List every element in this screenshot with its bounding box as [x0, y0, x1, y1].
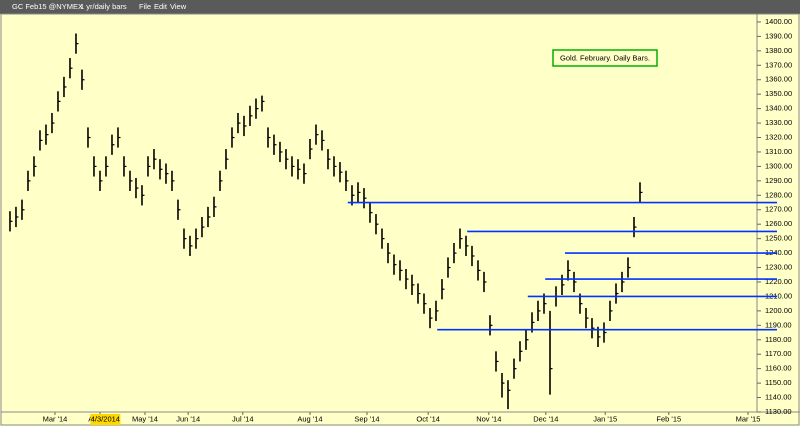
y-tick-label: 1180.00: [765, 335, 792, 344]
y-tick-label: 1380.00: [765, 46, 792, 55]
y-tick-label: 1150.00: [765, 378, 792, 387]
menu-view[interactable]: View: [170, 2, 187, 11]
period-menu[interactable]: 1 yr/daily bars: [80, 2, 127, 11]
x-tick-label: Jun '14: [176, 414, 200, 423]
frame: [0, 13, 800, 426]
y-tick-label: 1340.00: [765, 104, 792, 113]
y-tick-label: 1320.00: [765, 133, 792, 142]
y-tick-label: 1130.00: [765, 407, 792, 416]
y-tick-label: 1230.00: [765, 263, 792, 272]
x-tick-label: Jan '15: [593, 414, 617, 423]
y-tick-label: 1400.00: [765, 17, 792, 26]
y-tick-label: 1170.00: [765, 349, 792, 358]
y-tick-label: 1310.00: [765, 147, 792, 156]
x-tick-label: Oct '14: [416, 414, 440, 423]
cursor-label: 4/3/2014: [91, 414, 120, 423]
x-tick-label: May '14: [132, 414, 158, 423]
annotation-box: [552, 49, 658, 67]
menu-edit[interactable]: Edit: [154, 2, 168, 11]
y-tick-label: 1350.00: [765, 89, 792, 98]
symbol-menu[interactable]: GC Feb15 @NYMEX: [12, 2, 83, 11]
y-tick-label: 1160.00: [765, 364, 792, 373]
x-tick-label: Feb '15: [656, 414, 681, 423]
y-tick-label: 1390.00: [765, 31, 792, 40]
toolbar: [0, 0, 800, 14]
x-tick-label: Nov '14: [476, 414, 501, 423]
annotation: Gold. February. Daily Bars.: [560, 53, 650, 62]
menu-file[interactable]: File: [139, 2, 151, 11]
y-tick-label: 1240.00: [765, 248, 792, 257]
x-tick-label: Aug '14: [297, 414, 322, 423]
y-tick-label: 1280.00: [765, 190, 792, 199]
y-tick-label: 1250.00: [765, 234, 792, 243]
x-tick-label: Dec '14: [533, 414, 558, 423]
cursor-label-bg: [90, 414, 121, 425]
y-tick-label: 1200.00: [765, 306, 792, 315]
x-tick-label: Sep '14: [354, 414, 379, 423]
y-tick-label: 1360.00: [765, 75, 792, 84]
y-tick-label: 1330.00: [765, 118, 792, 127]
y-tick-label: 1210.00: [765, 291, 792, 300]
y-tick-label: 1370.00: [765, 60, 792, 69]
y-tick-label: 1270.00: [765, 205, 792, 214]
x-tick-label: Mar '14: [43, 414, 68, 423]
y-tick-label: 1260.00: [765, 219, 792, 228]
y-tick-label: 1300.00: [765, 161, 792, 170]
y-tick-label: 1190.00: [765, 320, 792, 329]
y-tick-label: 1290.00: [765, 176, 792, 185]
y-tick-label: 1140.00: [765, 393, 792, 402]
x-tick-label: Mar '15: [736, 414, 761, 423]
x-tick-label: Jul '14: [232, 414, 253, 423]
y-tick-label: 1220.00: [765, 277, 792, 286]
